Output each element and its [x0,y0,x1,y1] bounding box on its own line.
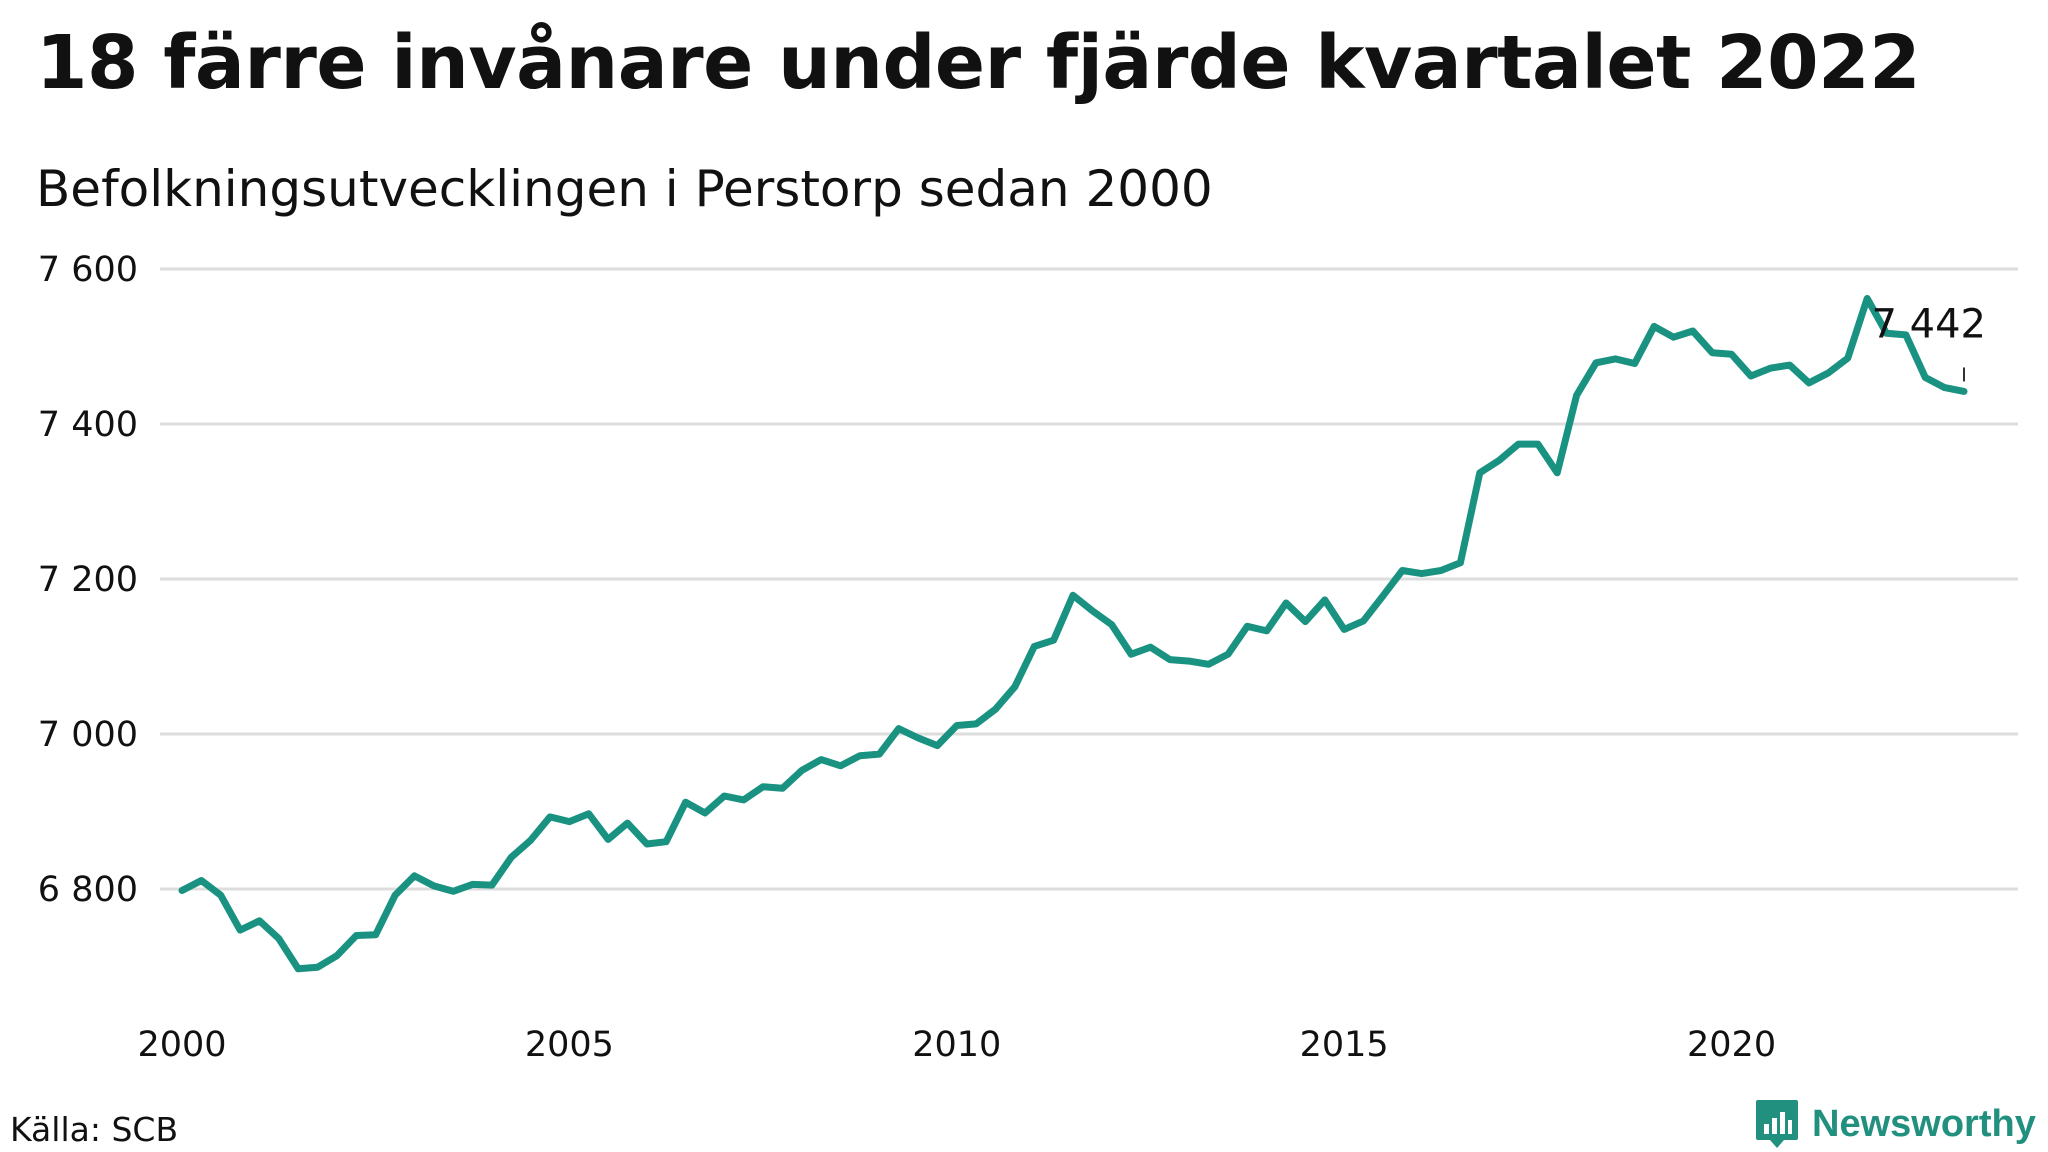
source-note: Källa: SCB [10,1110,179,1149]
x-tick-label: 2020 [1687,1025,1776,1065]
brand-logo: Newsworthy [1754,1098,2036,1150]
chart-title: 18 färre invånare under fjärde kvartalet… [36,20,1921,106]
newsworthy-logo-icon [1756,1100,1798,1148]
x-tick-label: 2010 [912,1025,1001,1065]
y-tick-label: 7 200 [38,560,138,600]
x-tick-label: 2005 [525,1025,614,1065]
x-tick-label: 2000 [137,1025,226,1065]
x-axis: 2000 2005 2010 2015 2020 [137,1025,1776,1065]
y-tick-label: 7 400 [38,405,138,445]
series-line [178,295,1968,973]
annotations: 7 442 [1871,301,1986,382]
y-tick-label: 7 000 [38,715,138,755]
y-axis: 6 800 7 000 7 200 7 400 7 600 [38,250,138,910]
x-tick-label: 2015 [1300,1025,1389,1065]
plot-area [178,295,1968,973]
y-tick-label: 6 800 [38,870,138,910]
brand-name: Newsworthy [1812,1102,2036,1145]
chart-subtitle: Befolkningsutvecklingen i Perstorp sedan… [36,160,1213,218]
end-value-label: 7 442 [1871,301,1986,347]
y-tick-label: 7 600 [38,250,138,290]
